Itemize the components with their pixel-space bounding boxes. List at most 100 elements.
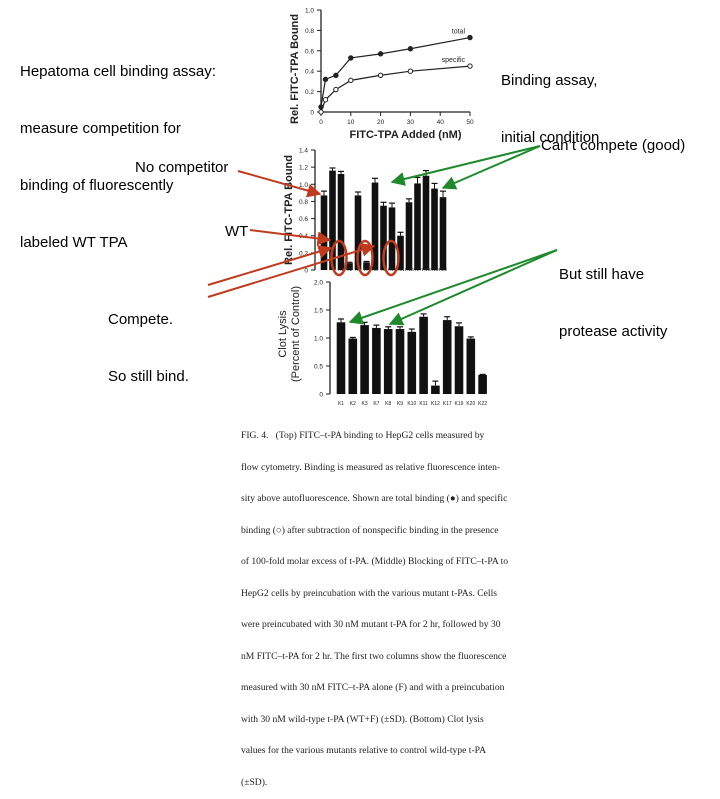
y-tick-label: 0.8 xyxy=(305,28,314,35)
data-point xyxy=(377,72,384,78)
bar xyxy=(380,205,387,270)
bar xyxy=(431,385,440,394)
bar xyxy=(336,322,346,394)
data-point xyxy=(348,55,354,61)
y-tick-label: 0 xyxy=(304,268,308,275)
bar xyxy=(419,316,428,394)
y-tick-label: 0 xyxy=(319,392,323,399)
caption-line: FIG. 4. (Top) FITC–t-PA binding to HepG2… xyxy=(241,430,485,441)
y-axis-label: Rel. FITC-TPA Bound xyxy=(283,155,295,265)
x-tick-label: K2 xyxy=(350,401,356,407)
bar xyxy=(439,197,447,270)
protease-text: But still have protease activity xyxy=(559,227,667,360)
x-tick-label: 30 xyxy=(407,119,415,126)
caption-line: nM FITC–t-PA for 2 hr. The first two col… xyxy=(241,650,507,662)
protease-line: But still have xyxy=(559,266,645,283)
binding-line-chart: 0 0.2 0.4 0.6 0.8 1.0 0 10 20 30 40 50 FITC-TPA Adde… xyxy=(289,8,474,142)
x-tick-label: K22 xyxy=(478,401,487,407)
figure-canvas: 0 0.2 0.4 0.6 0.8 1.0 0 10 20 30 40 50 FITC-TPA Adde… xyxy=(207,8,558,408)
bar xyxy=(466,338,476,394)
bar xyxy=(442,320,452,394)
annotation-layer xyxy=(207,145,558,326)
x-tick-label: K7 xyxy=(373,401,379,407)
compete-line: Compete. xyxy=(108,311,174,328)
data-point xyxy=(407,46,414,52)
series-label: specific xyxy=(442,57,466,64)
caption-line: values for the various mutants relative … xyxy=(241,745,487,756)
intro-line: labeled WT TPA xyxy=(20,234,128,251)
series-line xyxy=(320,36,471,107)
x-tick-label: 0 xyxy=(319,119,323,126)
clot-lysis-bar-chart: 0 0.5 1.0 1.5 2.0 K1 K2 K3 K7 K8 K9 K10 K11 K12 K17 K19… xyxy=(277,280,487,408)
cant-compete-arrow xyxy=(390,145,541,186)
x-tick-label: K11 xyxy=(419,401,428,407)
data-point xyxy=(467,63,473,69)
x-tick-label: K8 xyxy=(385,401,391,407)
bar xyxy=(454,326,464,394)
x-tick-label: 40 xyxy=(437,119,445,126)
highlight-ellipse xyxy=(330,239,348,277)
binding-initial-line: Binding assay, xyxy=(501,72,598,89)
x-tick-label: K19 xyxy=(422,267,431,272)
caption-line: sity above autofluorescence. Shown are t… xyxy=(241,493,508,504)
x-tick-label: K3 xyxy=(362,401,368,407)
y-tick-label: 1.5 xyxy=(314,308,323,315)
bar xyxy=(407,331,417,394)
protease-arrow xyxy=(348,249,558,325)
x-tick-label: K10 xyxy=(407,401,416,407)
wt-arrow xyxy=(249,229,332,246)
intro-line: binding of fluorescently xyxy=(20,177,174,194)
y-axis-label: Clot Lysis xyxy=(277,310,289,358)
y-tick-label: 0.5 xyxy=(314,364,323,371)
x-tick-label: K7 xyxy=(364,267,370,272)
y-tick-label: 0.4 xyxy=(305,69,314,76)
y-tick-label: 1.0 xyxy=(314,336,323,343)
binding-initial-line: initial condition xyxy=(501,129,600,146)
bar xyxy=(478,374,487,394)
x-tick-label: K1 xyxy=(338,401,344,407)
caption-line: of 100-fold molar excess of t-PA. (Middl… xyxy=(241,556,509,567)
x-tick-label: K17 xyxy=(413,267,422,272)
bar xyxy=(354,195,362,270)
y-tick-label: 1.0 xyxy=(299,182,308,189)
no-competitor-label: No competitor xyxy=(135,159,229,176)
bar xyxy=(383,329,393,394)
bar xyxy=(329,170,336,270)
series-line xyxy=(320,65,471,113)
x-tick-label: K17 xyxy=(443,401,452,407)
caption-line: with 30 nM wild-type t-PA (WT+F) (±SD). … xyxy=(241,713,484,725)
caption-line: were preincubated with 30 nM mutant t-PA… xyxy=(241,619,501,630)
compete-arrow xyxy=(207,244,333,286)
series-label: total xyxy=(452,29,466,36)
data-point xyxy=(333,86,339,93)
caption-line: measured with 30 nM FITC–t-PA alone (F) … xyxy=(241,682,505,693)
highlight-ellipse xyxy=(382,239,400,277)
x-tick-label: K8 xyxy=(372,267,378,272)
bar xyxy=(395,329,405,394)
y-tick-label: 0.6 xyxy=(305,48,314,55)
bar xyxy=(348,338,358,394)
y-tick-label: 1.2 xyxy=(299,165,308,172)
binding-initial-text: Binding assay, initial condition xyxy=(501,33,599,166)
y-tick-label: 1.0 xyxy=(305,8,314,15)
data-point xyxy=(322,76,329,83)
bar xyxy=(388,207,396,270)
x-tick-label: K11 xyxy=(397,267,405,272)
x-axis-label: FITC-TPA Added (nM) xyxy=(349,129,461,141)
x-tick-label: K10 xyxy=(388,267,397,272)
caption-line: flow cytometry. Binding is measured as r… xyxy=(241,461,501,473)
cant-compete-label: Can’t compete (good) xyxy=(541,137,686,154)
cant-compete-arrow xyxy=(441,145,541,190)
bar xyxy=(405,202,413,270)
bar xyxy=(337,174,345,270)
x-tick-label: K12 xyxy=(405,267,414,272)
x-tick-label: K9 xyxy=(397,401,403,407)
bar xyxy=(346,263,353,270)
bar xyxy=(371,182,379,270)
y-tick-label: 0 xyxy=(310,110,314,117)
x-tick-label: K12 xyxy=(431,401,440,407)
intro-line: Hepatoma cell binding assay: xyxy=(20,63,216,80)
y-axis-label: Rel. FITC-TPA Bound xyxy=(289,14,301,124)
data-point xyxy=(467,34,473,41)
bar xyxy=(431,188,438,270)
